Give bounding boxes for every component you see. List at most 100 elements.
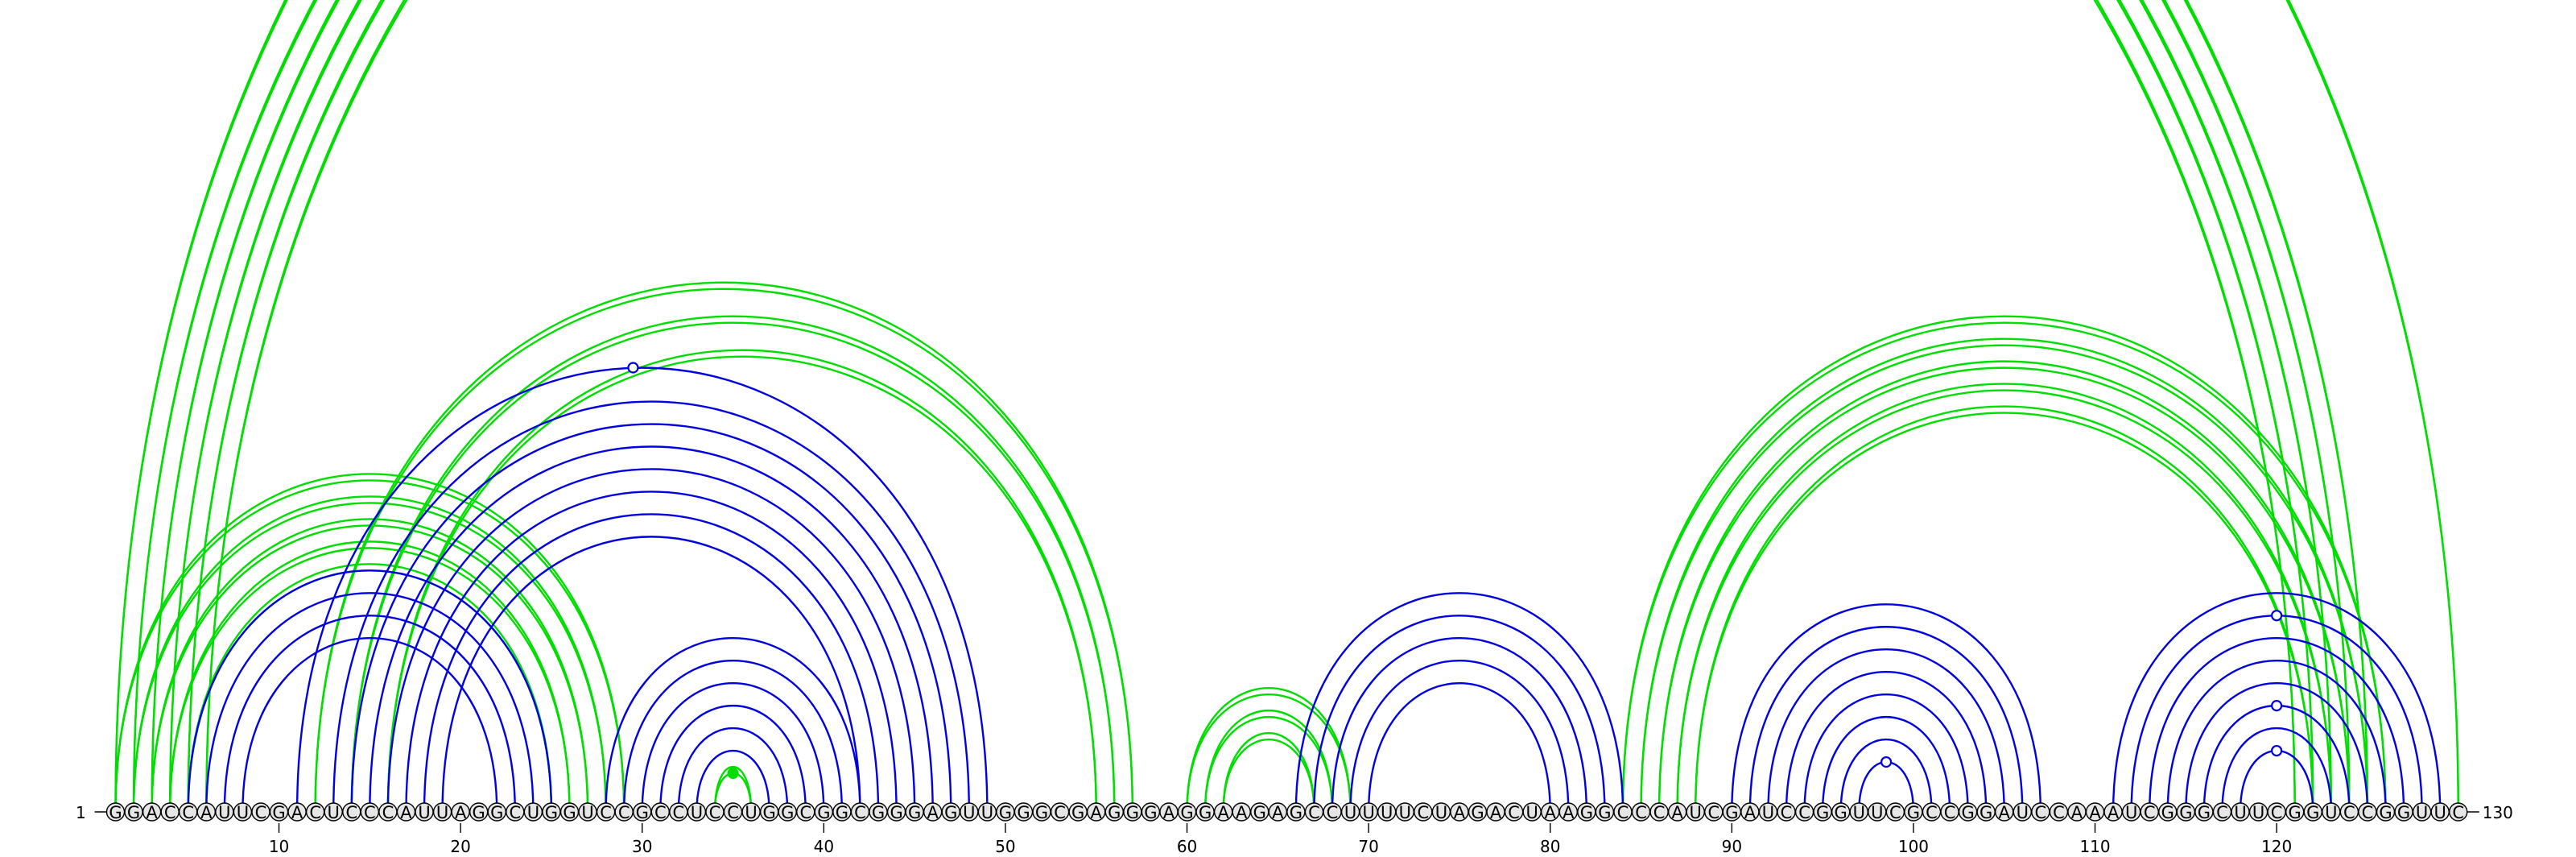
nucleotide-letter: C	[2452, 803, 2464, 822]
nucleotide: C	[1922, 802, 1942, 822]
arc-green-2-28	[132, 502, 607, 813]
sequence-start-label: 1	[76, 803, 86, 822]
nucleotide: A	[1740, 802, 1760, 822]
arc-green-14-56	[350, 321, 1116, 813]
nucleotide: C	[1050, 802, 1070, 822]
nucleotide-letter: G	[490, 803, 503, 822]
nucleotide: G	[2285, 802, 2305, 822]
axis-tick-label: 120	[2261, 837, 2292, 856]
nucleotide: C	[160, 802, 180, 822]
nucleotide: C	[2339, 802, 2359, 822]
nucleotide-letter: A	[146, 803, 158, 822]
nucleotide-letter: A	[1744, 803, 1757, 822]
nucleotide: U	[2231, 802, 2250, 822]
nucleotide-letter: U	[1853, 803, 1865, 822]
arc-blue-28-42	[605, 637, 861, 813]
nucleotide-letter: U	[2125, 803, 2137, 822]
nucleotide-letter: U	[2434, 803, 2446, 822]
nucleotide-letter: U	[1871, 803, 1883, 822]
nucleotide: G	[1177, 802, 1197, 822]
nucleotide-letter: A	[1490, 803, 1502, 822]
axis-tick-label: 40	[814, 837, 834, 856]
arc-blue-5-25	[187, 569, 553, 813]
nucleotide-letter: C	[509, 803, 521, 822]
nucleotide-letter: G	[944, 803, 957, 822]
axis-tick-label: 90	[1722, 837, 1742, 856]
nucleotide-letter: U	[436, 803, 448, 822]
nucleotide: A	[451, 802, 470, 822]
nucleotide: A	[142, 802, 162, 822]
arc-green-1-130	[114, 0, 2459, 813]
arc-green-1-29	[114, 479, 625, 813]
arc-green-5-122	[187, 0, 2314, 813]
arc-blue-117-123	[2221, 727, 2333, 813]
nucleotide-letter: A	[2107, 803, 2120, 822]
nucleotide-letter: A	[927, 803, 939, 822]
axis-tick-label: 50	[995, 837, 1015, 856]
nucleotide: G	[1195, 802, 1215, 822]
nucleotide-letter: A	[2089, 803, 2101, 822]
nucleotide-letter: U	[981, 803, 993, 822]
nucleotide-letter: G	[473, 803, 485, 822]
nucleotide-letter: A	[1563, 803, 1575, 822]
nucleotide: A	[1667, 802, 1687, 822]
sequence-end-label: 130	[2483, 803, 2513, 822]
arc-green-4-123	[168, 0, 2333, 813]
nucleotide-letter: A	[1999, 803, 2011, 822]
nucleotide-letter: A	[1091, 803, 1103, 822]
nucleotide: C	[850, 802, 870, 822]
nucleotide: G	[941, 802, 960, 822]
nucleotide: G	[559, 802, 580, 822]
arc-green-84-126-outer	[1621, 315, 2387, 813]
nucleotide-letter: G	[1144, 803, 1157, 822]
marker-layer	[627, 362, 2283, 780]
nucleotide: C	[342, 802, 361, 822]
nucleotide-letter: G	[1126, 803, 1139, 822]
arc-green-62-67-outer	[1222, 731, 1315, 813]
nucleotide: C	[1777, 802, 1796, 822]
nucleotide-letter: C	[345, 803, 357, 822]
nucleotide-letter: C	[1889, 803, 1901, 822]
arc-blue-91-106	[1748, 626, 2024, 813]
nucleotide: C	[1504, 802, 1524, 822]
arc-blue-7-23	[223, 615, 517, 813]
nucleotide-letter: G	[1180, 803, 1193, 822]
nucleotide-letter: G	[1035, 803, 1048, 822]
arc-blue-111-129	[2112, 592, 2442, 813]
nucleotide-letter: C	[164, 803, 176, 822]
nucleotide-letter: G	[2397, 803, 2410, 822]
nucleotide: U	[1377, 802, 1397, 822]
arc-green-88-122	[1695, 412, 2314, 813]
nucleotide: A	[1541, 802, 1560, 822]
nucleotide-letter: C	[654, 803, 667, 822]
nucleotide-letter: G	[2289, 803, 2301, 822]
nucleotide: A	[1268, 802, 1288, 822]
nucleotide: G	[542, 802, 561, 822]
axis-layer: 10 20 30 40 50 60 70 80 90 100 110 120	[269, 823, 2292, 856]
nucleotide-letter: C	[364, 803, 376, 822]
nucleotide-letter: G	[1835, 803, 1847, 822]
nucleotide: C	[2049, 802, 2069, 822]
arc-green-84-126	[1621, 321, 2387, 813]
nucleotide: C	[360, 802, 380, 822]
nucleotide: C	[1613, 802, 1633, 822]
nucleotide-letter: C	[618, 803, 630, 822]
nucleotide-letter: C	[1635, 803, 1647, 822]
nucleotide: A	[1159, 802, 1179, 822]
nucleotide-letter: U	[1525, 803, 1538, 822]
arc-blue-96-101	[1839, 739, 1933, 813]
arc-blue-68-82	[1331, 637, 1588, 813]
nucleotide: G	[1068, 802, 1088, 822]
nucleotide-letter: U	[1762, 803, 1774, 822]
nucleotide: U	[1758, 802, 1778, 822]
nucleotide: C	[2358, 802, 2377, 822]
arc-green-3-124-outer	[151, 0, 2351, 813]
nucleotide: C	[1649, 802, 1669, 822]
nucleotide: C	[179, 802, 198, 822]
nucleotide: A	[2067, 802, 2087, 822]
nucleotide: U	[2322, 802, 2341, 822]
nucleotide: G	[2394, 802, 2413, 822]
nucleotide: C	[2031, 802, 2050, 822]
nucleotide: G	[633, 802, 652, 822]
nucleotide: U	[415, 802, 434, 822]
